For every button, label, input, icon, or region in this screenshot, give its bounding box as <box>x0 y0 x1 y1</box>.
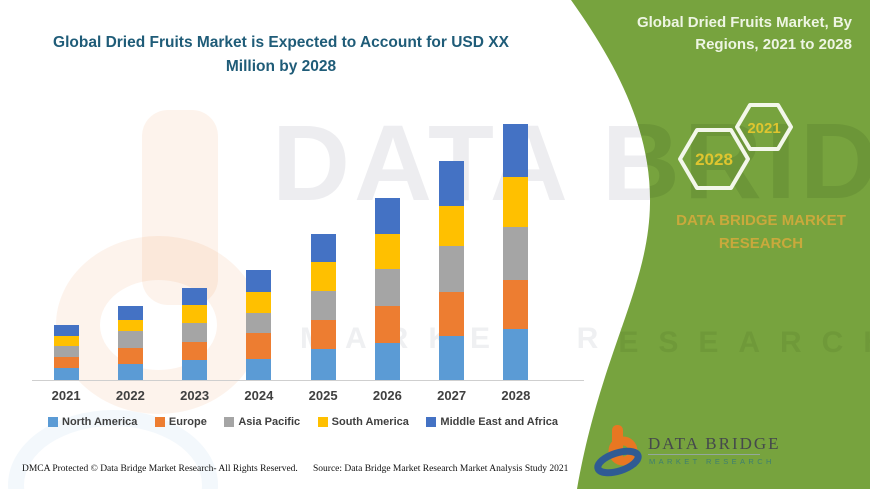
legend-swatch <box>48 417 58 427</box>
bar-column <box>163 118 227 380</box>
bar-segment <box>182 323 208 342</box>
logo-subtitle: MARKET RESEARCH <box>649 457 775 466</box>
legend-label: North America <box>62 416 138 428</box>
logo-wordmark: DATA BRIDGE <box>648 434 781 453</box>
hexagon-2021 <box>735 103 793 151</box>
bar-column <box>98 118 162 380</box>
bar-segment <box>182 342 208 360</box>
side-panel-brand-text: DATA BRIDGE MARKET RESEARCH <box>676 212 846 253</box>
footer-source-text: Source: Data Bridge Market Research Mark… <box>313 464 569 474</box>
bar-column <box>355 118 419 380</box>
bar-segment <box>310 234 336 262</box>
bar-column <box>420 118 484 380</box>
bar-segment <box>53 325 79 336</box>
bar-segment <box>117 306 143 320</box>
x-axis-labels: 2021 2022 2023 2024 2025 2026 2027 2028 <box>34 388 548 403</box>
x-axis-label: 2021 <box>51 388 81 403</box>
bar-segment <box>374 198 400 234</box>
logo-divider <box>648 454 760 455</box>
bar-segment <box>310 320 336 349</box>
bar-segment <box>117 320 143 331</box>
legend-swatch <box>426 417 437 427</box>
legend-item: South America <box>317 416 409 428</box>
bar-segment <box>246 359 272 380</box>
side-panel-title: Global Dried Fruits Market, By Regions, … <box>636 14 852 53</box>
x-axis-line <box>32 380 584 381</box>
bar-segment <box>53 368 79 380</box>
bar-segment <box>310 262 336 291</box>
bar-segment <box>439 292 465 336</box>
legend-label: South America <box>331 416 409 428</box>
bars-row <box>34 118 548 380</box>
legend-item: Asia Pacific <box>224 416 300 428</box>
bar-segment <box>246 292 272 313</box>
chart-title: Global Dried Fruits Market is Expected t… <box>53 34 509 76</box>
bar-segment <box>117 364 143 380</box>
x-axis-label: 2027 <box>437 388 467 403</box>
bar-column <box>34 118 98 380</box>
bar-segment <box>503 124 529 177</box>
bar-segment <box>503 280 529 329</box>
bar-segment <box>246 313 272 333</box>
green-panel-shape <box>571 0 870 489</box>
bar-segment <box>182 288 208 305</box>
legend-label: Middle East and Africa <box>440 416 558 428</box>
bar-segment <box>310 291 336 320</box>
bar-segment <box>182 360 208 380</box>
bar-segment <box>439 246 465 292</box>
bar-segment <box>246 333 272 359</box>
legend-label: Asia Pacific <box>238 416 301 428</box>
legend-label: Europe <box>168 416 207 428</box>
hexagon-2028 <box>678 128 750 190</box>
legend-item: Middle East and Africa <box>426 416 558 428</box>
bar-segment <box>439 206 465 246</box>
x-axis-label: 2025 <box>308 388 338 403</box>
bar-segment <box>503 329 529 380</box>
legend-item: Europe <box>154 416 207 428</box>
legend-swatch <box>154 417 165 427</box>
bar-segment <box>374 306 400 343</box>
footer-dmca-text: DMCA Protected © Data Bridge Market Rese… <box>22 464 298 474</box>
bar-segment <box>503 227 529 280</box>
bar-segment <box>503 177 529 227</box>
bar-segment <box>182 305 208 323</box>
bar-column <box>291 118 355 380</box>
hexagon-2028-label: 2028 <box>695 150 733 169</box>
svg-text:MARKET RESEARCH: MARKET RESEARCH <box>300 326 870 359</box>
bar-column <box>227 118 291 380</box>
bar-segment <box>439 336 465 380</box>
bar-segment <box>439 161 465 206</box>
bar-segment <box>310 349 336 380</box>
bar-segment <box>374 269 400 306</box>
bar-column <box>484 118 548 380</box>
bar-segment <box>53 336 79 346</box>
bar-segment <box>246 270 272 292</box>
bar-segment <box>53 346 79 357</box>
svg-text:DATA BRIDGE: DATA BRIDGE <box>272 100 870 221</box>
x-axis-label: 2028 <box>501 388 531 403</box>
legend: North America Europe Asia Pacific South Ame… <box>48 416 558 428</box>
legend-item: North America <box>48 416 137 428</box>
logo-swoosh-icon <box>594 447 642 477</box>
bar-segment <box>374 234 400 269</box>
bar-segment <box>117 331 143 348</box>
x-axis-label: 2024 <box>244 388 274 403</box>
x-axis-label: 2026 <box>372 388 402 403</box>
x-axis-label: 2023 <box>180 388 210 403</box>
x-axis-label: 2022 <box>115 388 145 403</box>
bar-segment <box>117 348 143 364</box>
legend-swatch <box>317 417 328 427</box>
databridge-logo: DATA BRIDGE MARKET RESEARCH <box>594 425 781 477</box>
hexagon-2021-label: 2021 <box>747 120 780 137</box>
bar-segment <box>374 343 400 380</box>
bar-segment <box>53 357 79 368</box>
legend-swatch <box>224 417 235 427</box>
